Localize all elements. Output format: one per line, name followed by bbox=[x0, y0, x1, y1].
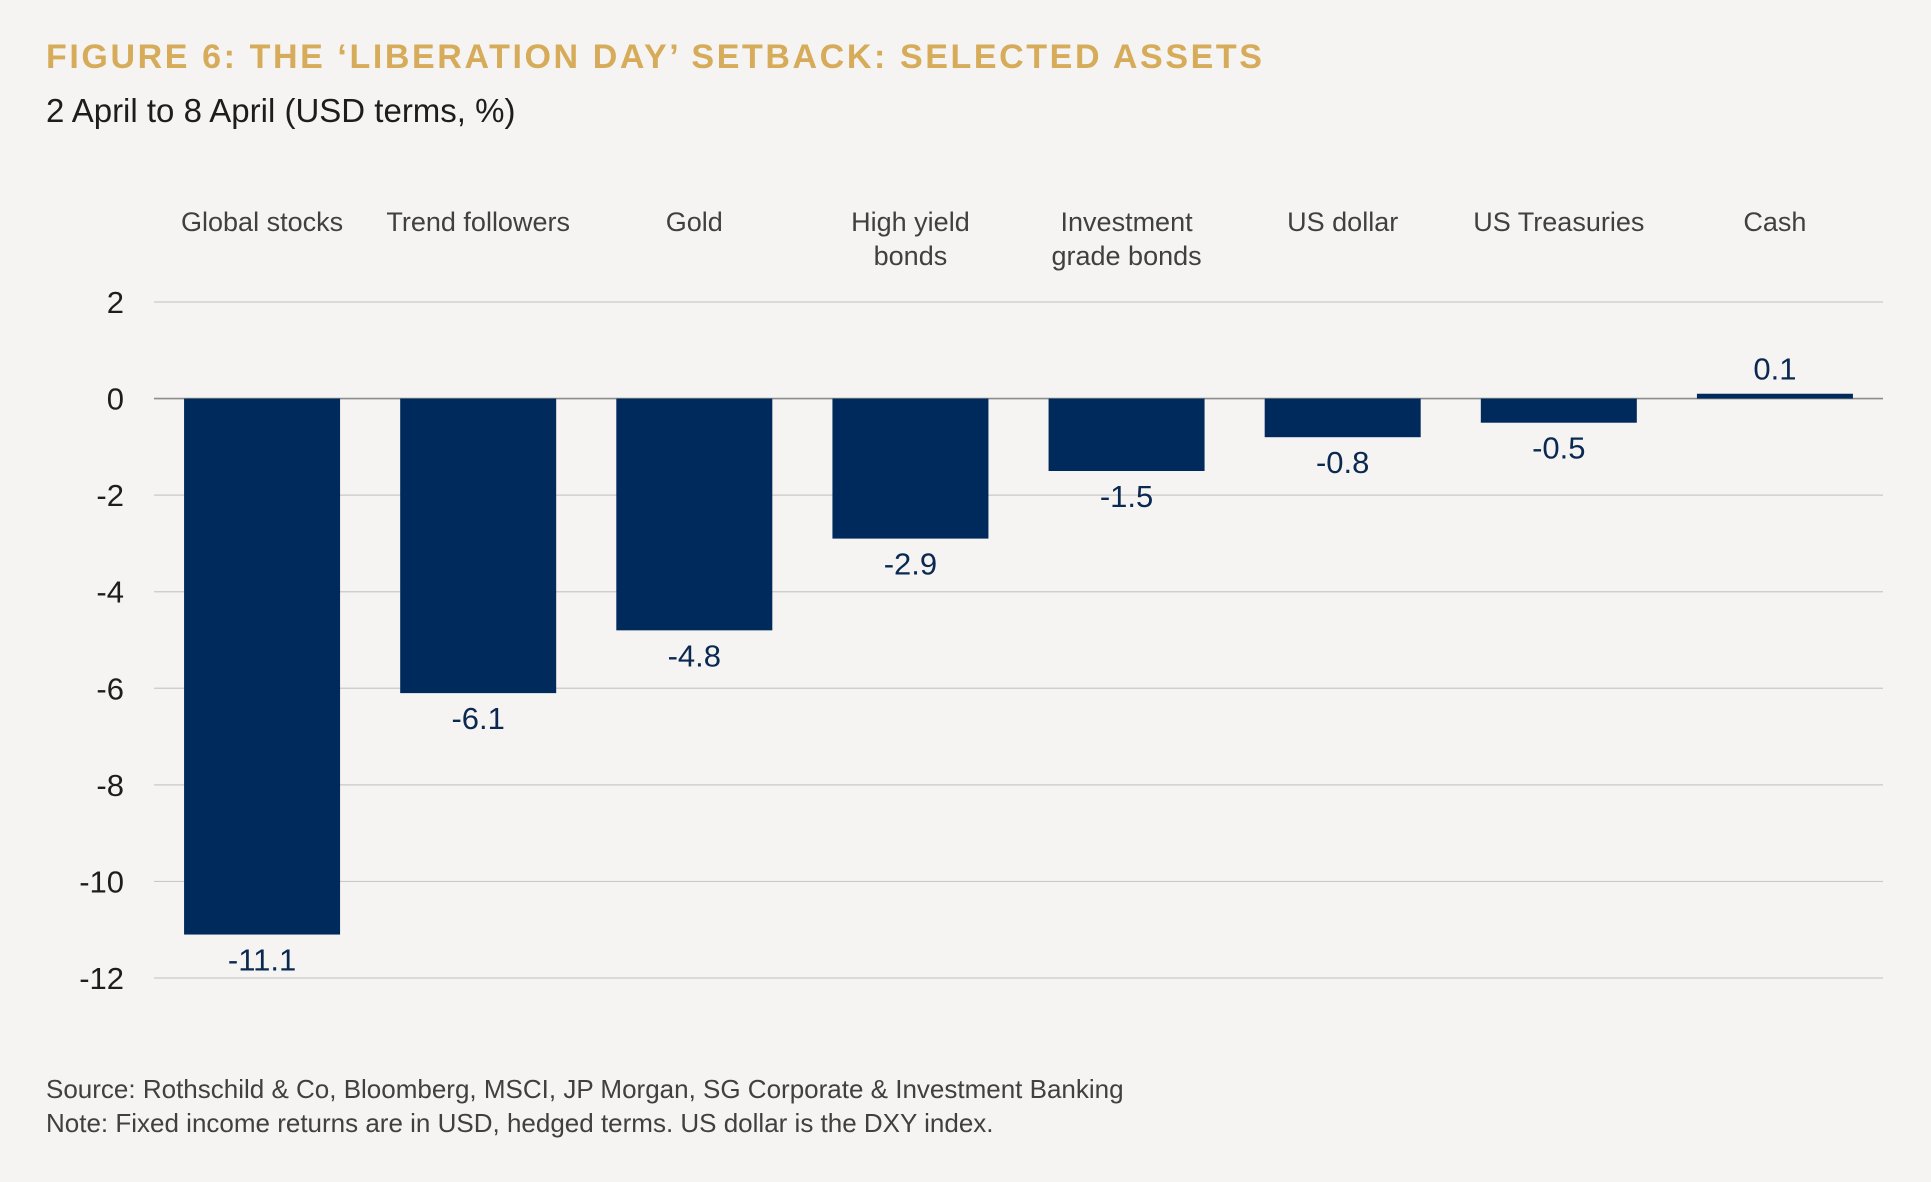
y-tick-label: 2 bbox=[107, 285, 124, 320]
bar bbox=[1048, 398, 1205, 471]
data-label: -1.5 bbox=[1100, 479, 1153, 514]
y-tick-label: 0 bbox=[107, 382, 124, 417]
category-label: Global stocks bbox=[181, 207, 343, 237]
category-label: High yield bonds bbox=[851, 207, 970, 271]
data-label: -2.9 bbox=[884, 547, 937, 582]
bar bbox=[616, 398, 773, 631]
bar bbox=[184, 398, 341, 935]
category-label: Investment grade bonds bbox=[1052, 207, 1202, 271]
footnote: Note: Fixed income returns are in USD, h… bbox=[46, 1108, 994, 1138]
category-label: Cash bbox=[1743, 207, 1806, 237]
y-tick-label: -4 bbox=[96, 575, 124, 610]
chart-title: FIGURE 6: THE ‘LIBERATION DAY’ SETBACK: … bbox=[46, 38, 1265, 76]
bar bbox=[1264, 398, 1421, 438]
chart-subtitle: 2 April to 8 April (USD terms, %) bbox=[46, 92, 516, 129]
category-label: US dollar bbox=[1287, 207, 1398, 237]
data-label: -11.1 bbox=[228, 943, 296, 978]
labels: 2 0 -2 -4 -6 -8 -10 -12 -11.1 Global stocks -6.1 Tr… bbox=[79, 207, 1806, 996]
data-label: -4.8 bbox=[668, 638, 721, 673]
y-tick-label: -2 bbox=[96, 478, 124, 513]
bars bbox=[184, 393, 1853, 935]
bar bbox=[1696, 393, 1853, 399]
y-tick-label: -6 bbox=[96, 671, 124, 706]
data-label: -6.1 bbox=[451, 701, 504, 736]
bar bbox=[400, 398, 557, 694]
category-label: US Treasuries bbox=[1473, 207, 1644, 237]
data-label: 0.1 bbox=[1753, 352, 1796, 387]
y-tick-label: -10 bbox=[79, 864, 124, 899]
y-tick-label: -8 bbox=[96, 768, 124, 803]
bar bbox=[832, 398, 989, 539]
data-label: -0.8 bbox=[1316, 445, 1369, 480]
bar bbox=[1480, 398, 1637, 423]
data-label: -0.5 bbox=[1532, 431, 1585, 466]
y-tick-label: -12 bbox=[79, 961, 124, 996]
category-label: Trend followers bbox=[386, 207, 570, 237]
category-label: Gold bbox=[666, 207, 723, 237]
source-note: Source: Rothschild & Co, Bloomberg, MSCI… bbox=[46, 1074, 1124, 1104]
